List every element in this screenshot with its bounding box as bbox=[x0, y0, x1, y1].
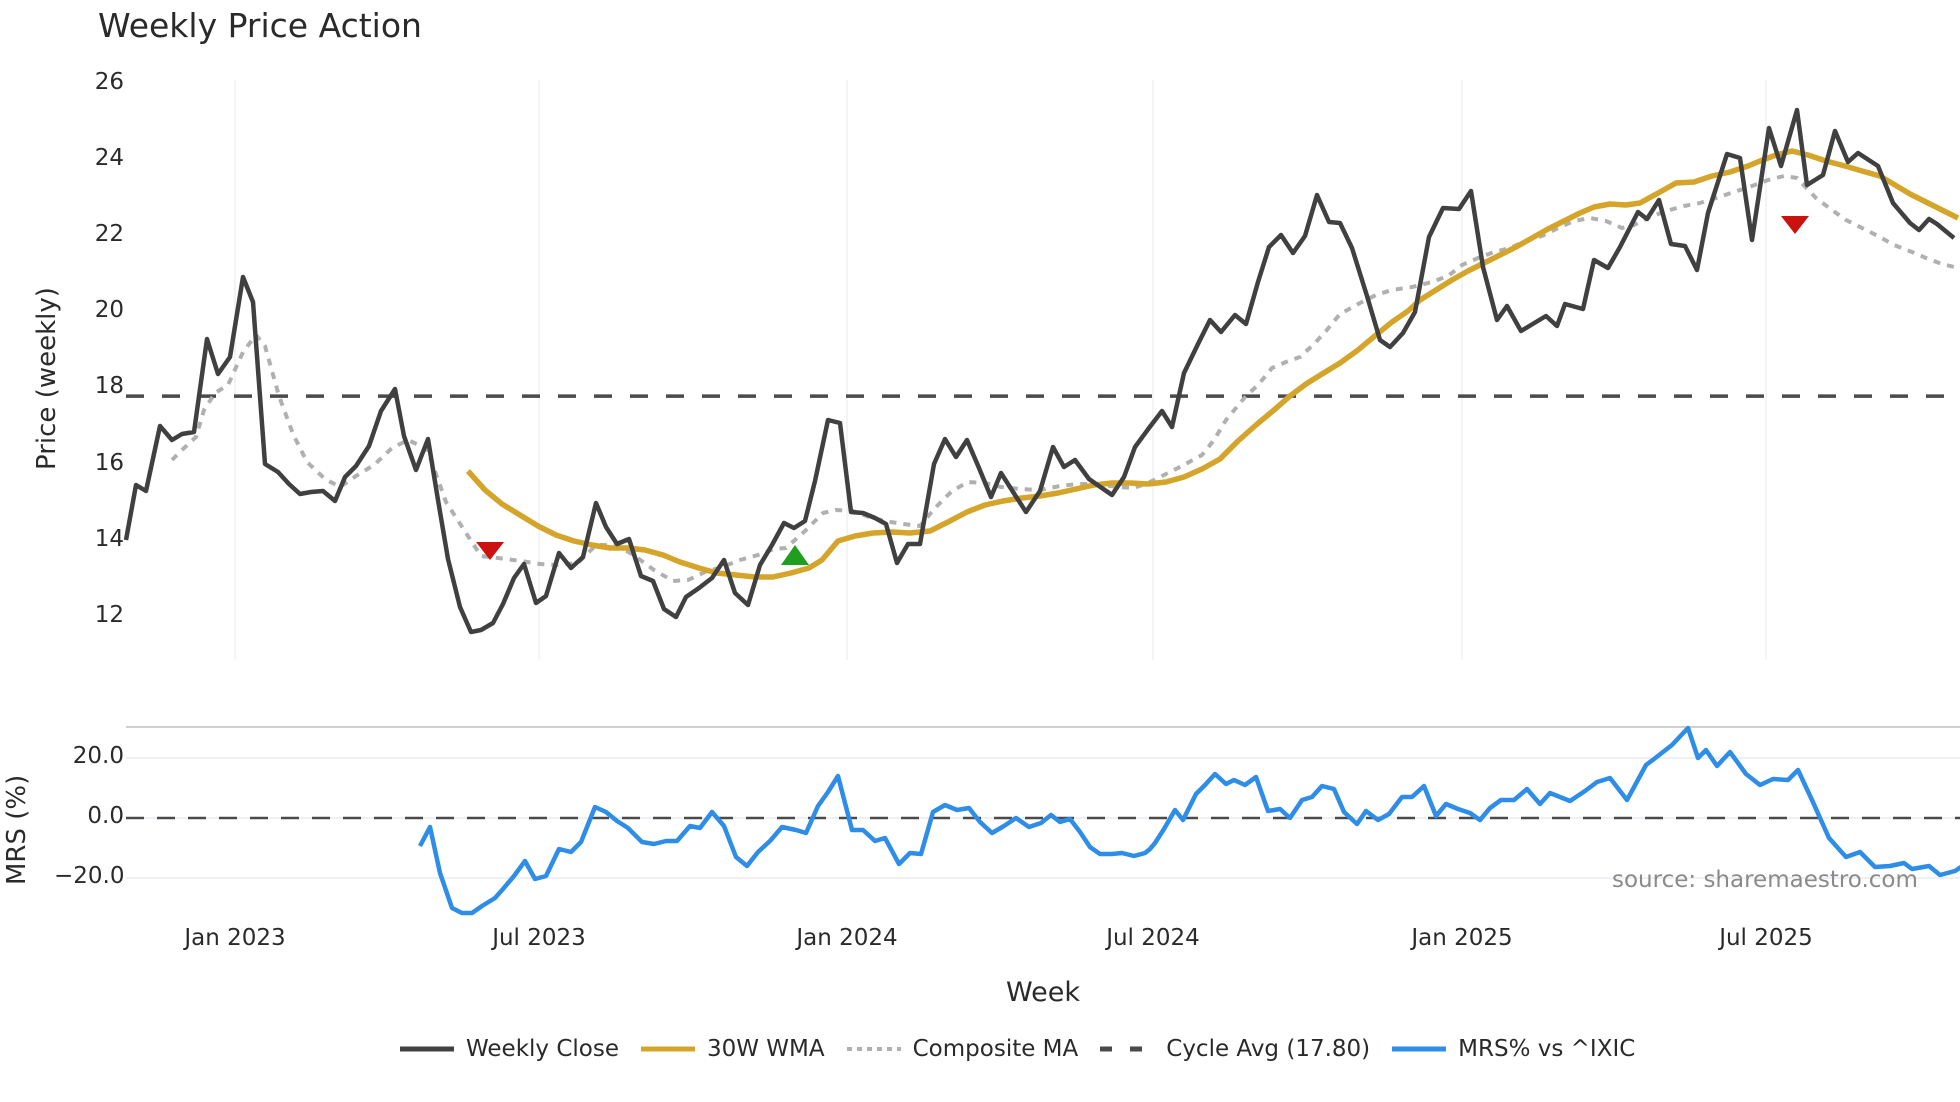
mrs-y-tick: 0.0 bbox=[87, 803, 124, 829]
price-y-tick: 16 bbox=[94, 450, 124, 476]
price-y-tick: 12 bbox=[94, 602, 124, 628]
x-tick: Jul 2025 bbox=[1719, 925, 1813, 951]
legend-label: Composite MA bbox=[912, 1036, 1079, 1062]
legend-label: Weekly Close bbox=[466, 1036, 619, 1062]
legend-label: MRS% vs ^IXIC bbox=[1458, 1036, 1636, 1062]
x-tick: Jan 2024 bbox=[796, 925, 898, 951]
x-tick: Jul 2023 bbox=[492, 925, 586, 951]
signal-markers bbox=[476, 216, 1809, 565]
mrs-line bbox=[418, 725, 1960, 916]
chart-title: Weekly Price Action bbox=[98, 6, 422, 45]
mrs-y-tick: −20.0 bbox=[54, 863, 125, 889]
price-y-tick: 24 bbox=[94, 145, 124, 171]
legend-item-wma30[interactable]: 30W WMA bbox=[639, 1036, 825, 1062]
x-tick: Jul 2024 bbox=[1106, 925, 1200, 951]
price-y-tick: 20 bbox=[94, 297, 124, 323]
legend-item-mrs[interactable]: MRS% vs ^IXIC bbox=[1390, 1036, 1635, 1062]
legend-swatch-icon bbox=[400, 1046, 454, 1052]
legend-swatch-icon bbox=[640, 1046, 695, 1052]
chart-legend: Weekly Close 30W WMA Composite MA Cycle Avg… bbox=[398, 1036, 1655, 1062]
legend-label: 30W WMA bbox=[706, 1036, 825, 1062]
weekly-close-line bbox=[123, 107, 1956, 635]
mrs-y-tick: 20.0 bbox=[72, 743, 124, 769]
series-lines bbox=[123, 107, 1960, 916]
buy-signal-triangle-up-icon bbox=[781, 545, 809, 565]
legend-swatch-icon bbox=[1100, 1046, 1155, 1052]
legend-item-composite-ma[interactable]: Composite MA bbox=[845, 1036, 1079, 1062]
price-y-axis-label: Price (weekly) bbox=[32, 287, 62, 470]
legend-swatch-icon bbox=[846, 1047, 901, 1051]
x-tick: Jan 2025 bbox=[1411, 925, 1513, 951]
wma30-line bbox=[465, 148, 1960, 580]
reference-lines bbox=[126, 394, 1960, 820]
legend-swatch-icon bbox=[1392, 1046, 1447, 1052]
price-y-tick: 18 bbox=[94, 373, 124, 399]
price-y-tick: 22 bbox=[94, 221, 124, 247]
sell-signal-triangle-down-icon bbox=[476, 542, 504, 560]
x-axis-label: Week bbox=[1006, 977, 1080, 1008]
legend-item-weekly-close[interactable]: Weekly Close bbox=[398, 1036, 619, 1062]
x-tick: Jan 2023 bbox=[184, 925, 286, 951]
legend-label: Cycle Avg (17.80) bbox=[1166, 1036, 1371, 1062]
price-y-tick: 14 bbox=[94, 526, 124, 552]
legend-item-cycle-avg[interactable]: Cycle Avg (17.80) bbox=[1098, 1036, 1370, 1062]
sell-signal-triangle-down-icon bbox=[1781, 216, 1809, 234]
mrs-y-axis-label: MRS (%) bbox=[2, 774, 32, 885]
source-attribution: source: sharemaestro.com bbox=[1612, 867, 1918, 893]
price-y-tick: 26 bbox=[94, 69, 124, 95]
